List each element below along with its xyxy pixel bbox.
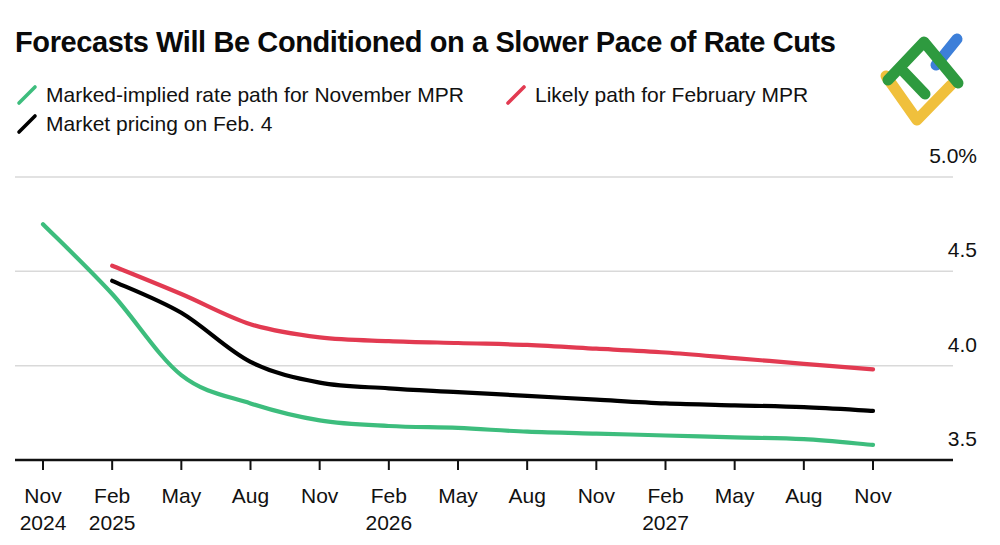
black-slash-icon — [15, 112, 39, 136]
legend-item-november-mpr: Marked-implied rate path for November MP… — [15, 83, 464, 107]
x-year-label: 2024 — [20, 511, 67, 534]
x-tick-label: Feb — [371, 484, 407, 507]
legend-item-february-mpr: Likely path for February MPR — [504, 83, 808, 107]
x-tick-label: May — [438, 484, 478, 507]
y-tick-label: 4.0 — [948, 333, 977, 356]
x-tick-label: Aug — [508, 484, 545, 507]
x-tick-label: Nov — [578, 484, 616, 507]
y-tick-label: 5.0% — [929, 144, 977, 167]
x-year-label: 2026 — [365, 511, 412, 534]
y-axis-labels: 5.0% 4.5 4.0 3.5 — [929, 144, 977, 450]
series-line — [43, 224, 873, 445]
x-year-label: 2025 — [89, 511, 136, 534]
x-tick-label: Aug — [785, 484, 822, 507]
rate-chart: 5.0%4.54.03.5 NovFebMayAugNovFebMayAugNo… — [0, 0, 1000, 545]
x-tick-label: Aug — [232, 484, 269, 507]
legend-label: Marked-implied rate path for November MP… — [46, 83, 464, 107]
legend-label: Market pricing on Feb. 4 — [46, 112, 272, 136]
legend-item-market-pricing: Market pricing on Feb. 4 — [15, 112, 272, 136]
red-slash-icon — [504, 83, 528, 107]
chart-title: Forecasts Will Be Conditioned on a Slowe… — [15, 26, 836, 59]
x-tick-label: Nov — [24, 484, 62, 507]
x-axis: Nov Feb May Aug Nov Feb May Aug Nov Feb May Aug Nov 2… — [20, 460, 893, 534]
logo-green-stroke — [904, 72, 925, 94]
x-year-label: 2027 — [642, 511, 689, 534]
litefinance-logo — [874, 24, 998, 136]
gridlines — [15, 177, 953, 460]
x-tick-label: Feb — [94, 484, 130, 507]
x-tick-label: May — [715, 484, 755, 507]
x-tick-label: Feb — [647, 484, 683, 507]
legend-label: Likely path for February MPR — [535, 83, 808, 107]
x-tick-label: Nov — [301, 484, 339, 507]
y-tick-label: 3.5 — [948, 427, 977, 450]
series-lines — [43, 224, 873, 445]
chart-figure: Forecasts Will Be Conditioned on a Slowe… — [0, 0, 1000, 545]
green-slash-icon — [15, 83, 39, 107]
x-tick-label: Nov — [854, 484, 892, 507]
x-tick-label: May — [161, 484, 201, 507]
series-line — [112, 266, 873, 370]
y-tick-label: 4.5 — [948, 238, 977, 261]
